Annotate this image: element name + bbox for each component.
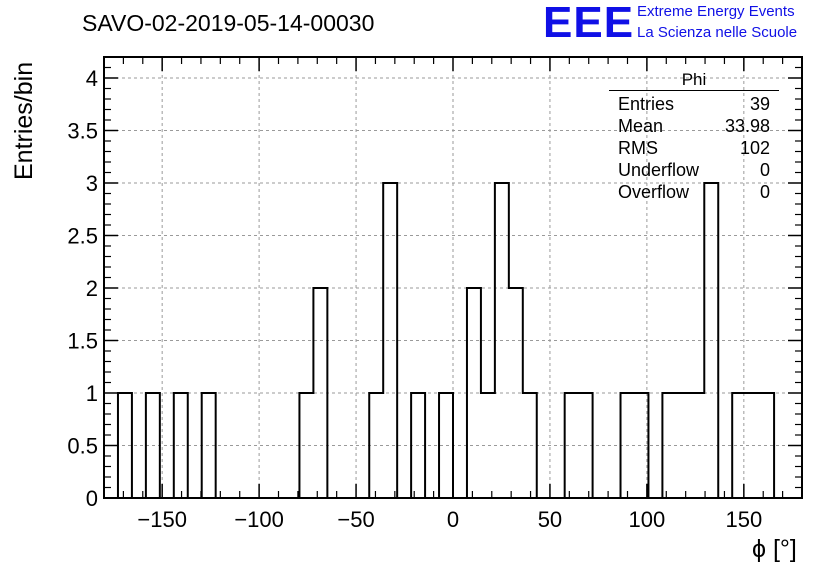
x-tick-label: −150 <box>137 507 187 532</box>
y-tick-label: 1 <box>86 381 98 406</box>
y-tick-label: 4 <box>86 66 98 91</box>
stats-value: 39 <box>749 94 770 114</box>
y-tick-label: 0 <box>86 486 98 511</box>
x-axis-label: ϕ [°] <box>752 535 797 563</box>
y-tick-label: 2.5 <box>67 224 98 249</box>
stats-key: Underflow <box>618 160 700 180</box>
x-tick-label: 100 <box>629 507 666 532</box>
stats-divider <box>609 90 779 91</box>
logo-caption-line2: La Scienza nelle Scuole <box>637 24 798 41</box>
stats-key: Overflow <box>618 182 690 202</box>
stats-value: 0 <box>759 182 770 202</box>
stats-row-rms: RMS 102 <box>609 137 779 159</box>
y-tick-label: 3.5 <box>67 119 98 144</box>
y-tick-label: 1.5 <box>67 329 98 354</box>
stats-key: RMS <box>618 138 658 158</box>
stats-row-underflow: Underflow 0 <box>609 159 779 181</box>
stats-value: 0 <box>759 160 770 180</box>
logo-caption-line1: Extreme Energy Events <box>637 3 795 20</box>
stats-row-mean: Mean 33.98 <box>609 115 779 137</box>
stats-row-overflow: Overflow 0 <box>609 181 779 203</box>
eee-logo: EEE <box>543 0 635 47</box>
histogram-bin <box>383 183 397 498</box>
stats-key: Entries <box>618 94 675 114</box>
x-tick-label: 0 <box>447 507 459 532</box>
x-tick-label: −100 <box>234 507 284 532</box>
y-axis-label-box: Entries/bin <box>6 62 38 192</box>
y-tick-label: 0.5 <box>67 434 98 459</box>
histogram-bin <box>174 393 188 498</box>
histogram-bin <box>299 393 313 498</box>
y-tick-label: 3 <box>86 171 98 196</box>
stats-key: Mean <box>618 116 664 136</box>
stats-title: Phi <box>681 70 707 89</box>
plot-title: SAVO-02-2019-05-14-00030 <box>82 10 375 36</box>
stats-value: 102 <box>739 138 770 158</box>
x-tick-label: 50 <box>538 507 562 532</box>
stats-row-entries: Entries 39 <box>609 93 779 115</box>
stats-box: Phi Entries 39 Mean 33.98 RMS 102 Underf… <box>609 70 779 203</box>
x-tick-label: 150 <box>725 507 762 532</box>
y-axis-label: Entries/bin <box>10 61 38 180</box>
stats-value: 33.98 <box>724 116 770 136</box>
y-tick-label: 2 <box>86 276 98 301</box>
x-tick-label: −50 <box>337 507 374 532</box>
